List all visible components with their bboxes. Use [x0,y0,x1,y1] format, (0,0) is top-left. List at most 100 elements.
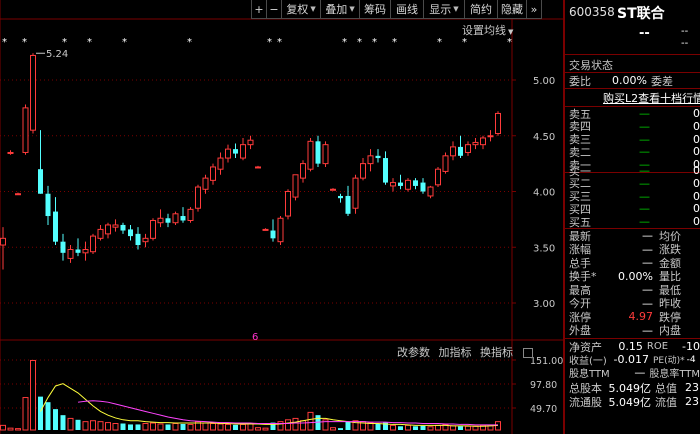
stat-label: 今开 [569,297,591,310]
kline-chart-area[interactable]: 5.00 4.50 4.00 3.50 3.00 151.00 97.80 49.70 5.24… [0,0,563,434]
collapse-panel-button[interactable]: » [526,0,542,19]
event-marker-icon: * [372,37,377,48]
gx-row: 股息TTM — 股息率TTM [569,366,700,380]
volume-bar [165,424,171,430]
stat-right-label: 最低 [659,283,681,297]
candle-body [210,166,216,181]
candle-body [22,107,29,153]
stat-row: 换手* 0.00% 量比 [569,270,700,284]
add-indicator-button[interactable]: 加指标 [438,346,472,359]
adjust-price-button[interactable]: 复权 ▼ [281,0,321,19]
roe-value: -10 [682,340,700,353]
candle-body [465,144,471,153]
zz-value: 23 [685,381,699,394]
zoom-in-button[interactable]: + [251,0,267,19]
chips-button[interactable]: 筹码 [359,0,391,19]
buy-level-label: 买三 [569,190,591,204]
candle-body [270,230,276,239]
volume-bar [202,422,209,431]
volume-bar [240,423,246,431]
volume-bar [135,424,141,430]
volume-bar [128,424,133,430]
volume-bar [187,423,194,431]
hide-button[interactable]: 隐藏 [497,0,527,19]
price-tick-label: 4.50 [533,132,555,143]
buy-price: — [639,164,650,177]
price-tick-label: 5.00 [533,76,555,87]
zoom-out-button[interactable]: − [266,0,282,19]
buy-row: 买四 — 0 [569,202,700,216]
sell-row: 卖五 — 0 [569,107,700,121]
volume-bar [420,425,426,430]
zgb-value: 5.049亿 [608,381,652,395]
pe-value: -4 [686,354,696,365]
buy-row: 买三 — 0 [569,190,700,204]
window-toggle-icon[interactable] [522,348,533,358]
stat-row: 外盘 — 内盘 [569,323,700,338]
event-marker-icon: * [187,37,192,48]
volume-bar [465,425,471,431]
stat-value: — [642,323,653,337]
buy-price: — [639,215,650,229]
chart-toolbar: + − 复权 ▼ 叠加 ▼ 筹码 画线 显示 ▼ 简约 隐藏 » [251,0,542,19]
candle-body [352,177,359,209]
edit-params-button[interactable]: 改参数 [397,346,430,359]
buy-level-label: 买一 [569,164,591,178]
candle-body [390,182,396,187]
sell-level-label: 卖五 [569,107,591,121]
weibi-label: 委比 [569,74,591,88]
volume-bar [67,417,74,431]
dropdown-arrow-icon: ▼ [453,5,459,13]
event-marker-icon: * [62,37,67,48]
switch-indicator-button[interactable]: 换指标 [480,346,513,359]
ltg-row: 流通股 5.049亿 流值 23 [569,395,700,409]
zgb-row: 总股本 5.049亿 总值 23 [569,381,700,395]
stat-row: 涨停 4.97 跌停 [569,310,700,324]
candle-body [307,140,314,170]
buy-row: 买一 — 0 [569,164,700,178]
candle-body [38,169,43,194]
candle-body [233,149,238,154]
sell-level-label: 卖三 [569,133,591,147]
period-marker-label: 6 [252,332,258,343]
simple-mode-button[interactable]: 简约 [464,0,498,19]
stat-label: 涨停 [569,310,591,324]
volume-ma5-line [40,383,499,427]
candle-body [7,151,14,154]
candlestick-chart[interactable]: 5.00 4.50 4.00 3.50 3.00 151.00 97.80 49.70 5.24… [0,0,563,434]
volume-bar [225,423,231,431]
event-marker-icon: * [2,37,7,48]
display-button[interactable]: 显示 ▼ [423,0,465,19]
lt-label: 流值 [655,395,677,409]
volume-bar [247,423,254,431]
volume-bar [217,423,224,431]
volume-bar [22,397,29,431]
volume-bar [390,424,396,431]
stat-value: 4.97 [628,310,654,323]
overlay-button[interactable]: 叠加 ▼ [320,0,360,19]
buy-row: 买二 — 0 [569,177,700,191]
candle-body [487,135,494,138]
zgb-label: 总股本 [569,381,602,395]
draw-line-button[interactable]: 画线 [390,0,424,19]
buy-volume: 0 [693,215,700,229]
dropdown-arrow-icon: ▼ [508,28,514,36]
l2-link[interactable]: 购买L2查看十档行情 [603,91,700,105]
volume-bar [307,411,314,431]
volume-bar [157,423,164,431]
ma-settings-button[interactable]: 设置均线 ▼ [462,22,513,38]
indicator-toolbar: 改参数 加指标 换指标 [397,344,533,360]
candle-body [427,186,434,197]
candle-body [180,216,186,221]
buy-price: — [639,202,650,216]
weicha-label: 委差 [651,74,673,88]
volume-bar [82,421,89,431]
sell-price: — [639,119,650,133]
volume-bar [210,423,216,431]
candle-body [322,144,329,165]
candle-body [105,224,111,235]
stat-label: 最新 [569,229,591,243]
sell-row: 卖四 — 0 [569,119,700,134]
candle-body [82,248,89,254]
candle-body [157,217,164,224]
